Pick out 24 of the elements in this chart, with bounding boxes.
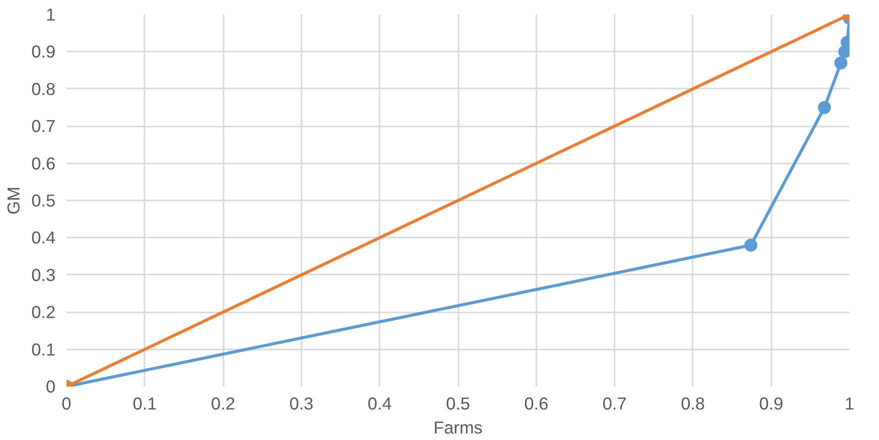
y-tick-label: 0.1 (31, 339, 56, 360)
y-tick-label: 0.5 (31, 190, 56, 210)
y-axis-title: GM (3, 186, 24, 214)
x-tick-label: 0.8 (680, 394, 705, 414)
x-tick-label: 0.9 (759, 394, 784, 414)
x-tick-label: 0 (62, 394, 72, 414)
y-tick-label: 0.6 (31, 153, 56, 174)
x-tick-label: 0.7 (602, 394, 627, 414)
y-tick-label: 0.3 (31, 264, 56, 285)
y-tick-label: 1 (46, 4, 56, 24)
x-tick-label: 1 (844, 394, 854, 414)
y-tick-label: 0.8 (31, 78, 56, 99)
x-axis-title: Farms (433, 418, 483, 438)
x-tick-label: 0.2 (211, 394, 236, 414)
y-tick-label: 0.7 (31, 116, 56, 136)
x-tick-label: 0.4 (368, 394, 392, 414)
y-tick-label: 0 (46, 376, 56, 396)
y-tick-label: 0.2 (31, 302, 56, 322)
x-tick-label: 0.3 (289, 394, 314, 414)
y-tick-label: 0.4 (31, 228, 56, 248)
x-tick-label: 0.5 (446, 394, 470, 414)
x-tick-label: 0.1 (132, 394, 157, 414)
x-tick-label: 0.6 (524, 394, 548, 414)
y-tick-label: 0.9 (31, 42, 56, 62)
